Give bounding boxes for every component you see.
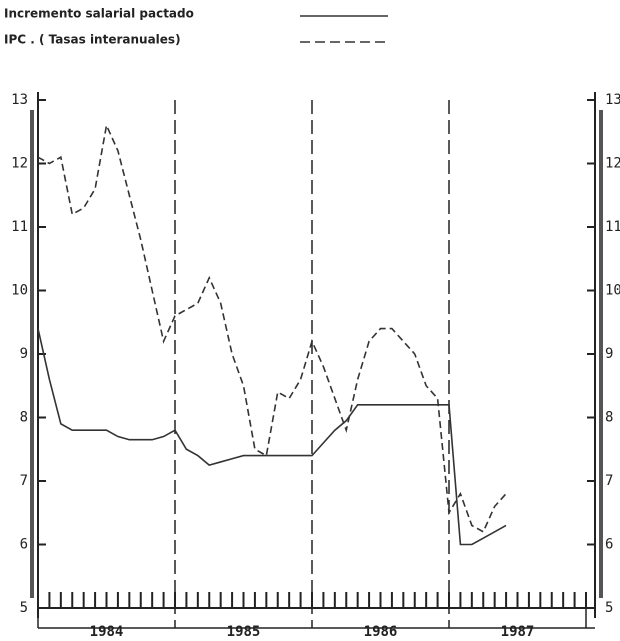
y-tick-label: 8 [605,410,613,426]
legend-label: IPC . ( Tasas interanuales) [4,33,181,47]
y-tick-label: 7 [605,473,613,489]
y-tick-label: 5 [605,600,613,616]
right-band [599,110,603,598]
y-tick-label: 12 [11,156,28,172]
y-tick-label: 6 [20,537,28,553]
y-tick-label: 6 [605,537,613,553]
y-tick-label: 13 [605,92,620,108]
legend-label: Incremento salarial pactado [4,7,194,21]
y-tick-label: 10 [605,283,620,299]
x-tick-label: 1986 [364,624,398,637]
y-tick-label: 7 [20,473,28,489]
series-line [37,328,507,546]
y-tick-label: 11 [605,219,620,235]
y-tick-label: 10 [11,283,28,299]
y-tick-label: 12 [605,156,620,172]
y-tick-label: 9 [605,346,613,362]
y-tick-label: 13 [11,92,28,108]
series-line [37,122,507,533]
x-tick-label: 1985 [227,624,261,637]
y-tick-label: 8 [20,410,28,426]
left-band [30,110,34,598]
y-tick-label: 5 [20,600,28,616]
y-tick-label: 9 [20,346,28,362]
x-tick-label: 1984 [90,624,124,637]
x-tick-label: 1987 [501,624,535,637]
y-tick-label: 11 [11,219,28,235]
